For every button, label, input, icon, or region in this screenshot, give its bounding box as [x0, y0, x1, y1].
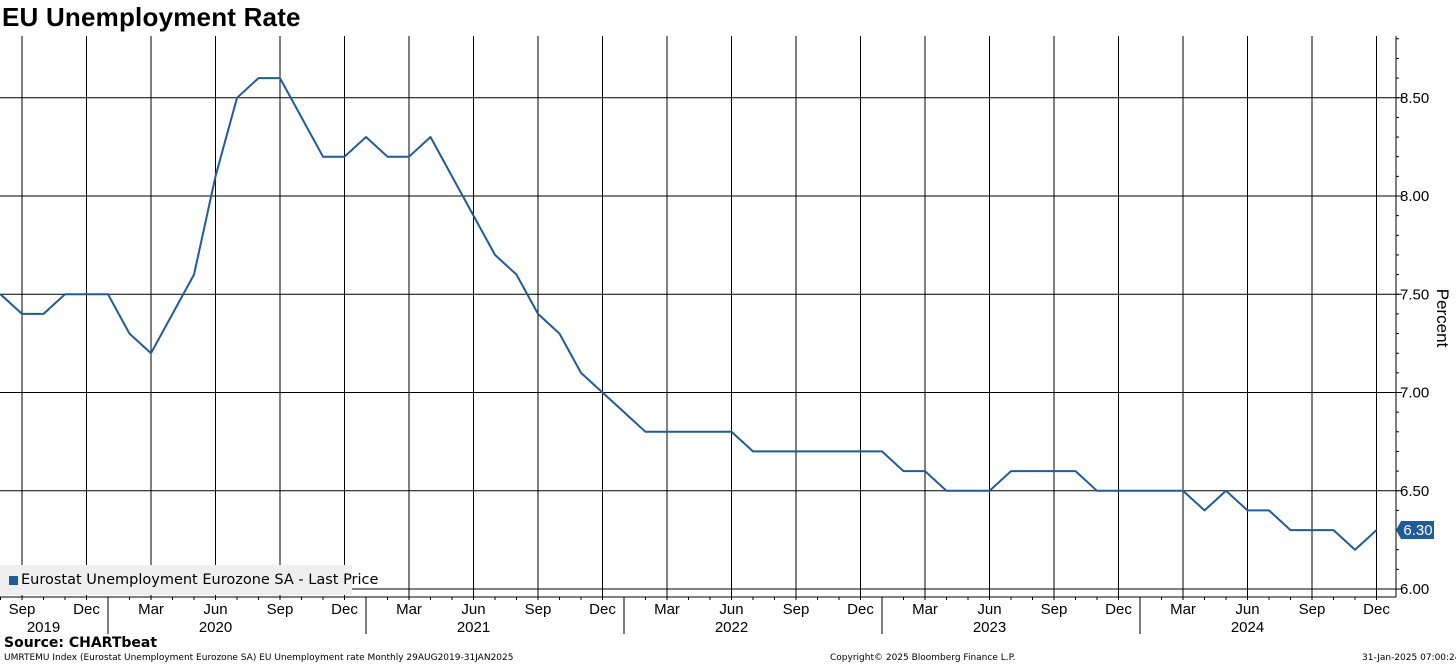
x-tick-label: Mar	[654, 601, 680, 618]
x-tick-label: Dec	[1363, 601, 1390, 618]
y-tick-label: 6.50	[1400, 483, 1429, 500]
x-tick-label: Jun	[461, 601, 485, 618]
x-year-label: 2024	[1231, 619, 1264, 636]
x-tick-label: Dec	[1105, 601, 1132, 618]
x-tick-label: Sep	[783, 601, 810, 618]
footer-index-description: UMRTEMU Index (Eurostat Unemployment Eur…	[4, 653, 514, 663]
x-tick-label: Dec	[73, 601, 100, 618]
x-tick-label: Jun	[977, 601, 1001, 618]
y-axis-title-group: Percent	[1433, 289, 1452, 348]
x-tick-label: Mar	[1170, 601, 1196, 618]
x-tick-label: Sep	[9, 601, 36, 618]
footer-copyright: Copyright© 2025 Bloomberg Finance L.P.	[830, 653, 1016, 663]
series-layer	[0, 77, 1378, 551]
legend-swatch	[9, 576, 18, 585]
x-tick-label: Jun	[1235, 601, 1259, 618]
chart-title: EU Unemployment Rate	[2, 2, 301, 32]
x-year-label: 2023	[973, 619, 1006, 636]
x-tick-label: Sep	[1041, 601, 1068, 618]
vertical-gridlines	[21, 36, 1377, 597]
footer-timestamp: 31-Jan-2025 07:00:24	[1362, 653, 1456, 663]
x-year-label: 2022	[715, 619, 748, 636]
x-tick-label: Mar	[396, 601, 422, 618]
x-tick-label: Mar	[138, 601, 164, 618]
x-year-label: 2020	[199, 619, 232, 636]
y-tick-label: 7.00	[1400, 385, 1429, 402]
series-line	[0, 77, 1378, 551]
last-value-marker: 6.30	[1396, 521, 1434, 540]
x-tick-label: Jun	[719, 601, 743, 618]
x-tick-labels: Sep Dec Mar Jun Sep Dec Mar Jun Sep Dec Mar Jun Sep D…	[9, 601, 1391, 636]
x-tick-label: Sep	[525, 601, 552, 618]
y-tick-label: 8.50	[1400, 90, 1429, 107]
horizontal-gridlines	[0, 97, 1396, 590]
x-tick-label: Dec	[589, 601, 616, 618]
x-tick-label: Sep	[1299, 601, 1326, 618]
x-tick-label: Sep	[267, 601, 294, 618]
last-value-badge	[1396, 521, 1434, 540]
source-note: Source: CHARTbeat	[4, 635, 158, 651]
y-axis-title: Percent	[1433, 289, 1452, 348]
axes	[0, 36, 1402, 634]
y-tick-label: 6.00	[1400, 581, 1429, 598]
x-year-label: 2021	[457, 619, 490, 636]
y-tick-label: 7.50	[1400, 286, 1429, 303]
y-tick-labels: 6.00 6.50 7.00 7.50 8.00 8.50	[1400, 90, 1429, 598]
x-year-label: 2019	[27, 619, 60, 636]
legend: Eurostat Unemployment Eurozone SA - Last…	[0, 565, 378, 595]
y-tick-label: 8.00	[1400, 188, 1429, 205]
last-value-label: 6.30	[1403, 522, 1432, 539]
x-tick-label: Mar	[912, 601, 938, 618]
legend-label: Eurostat Unemployment Eurozone SA - Last…	[21, 572, 379, 588]
x-tick-label: Jun	[203, 601, 227, 618]
x-tick-label: Dec	[847, 601, 874, 618]
x-tick-label: Dec	[331, 601, 358, 618]
